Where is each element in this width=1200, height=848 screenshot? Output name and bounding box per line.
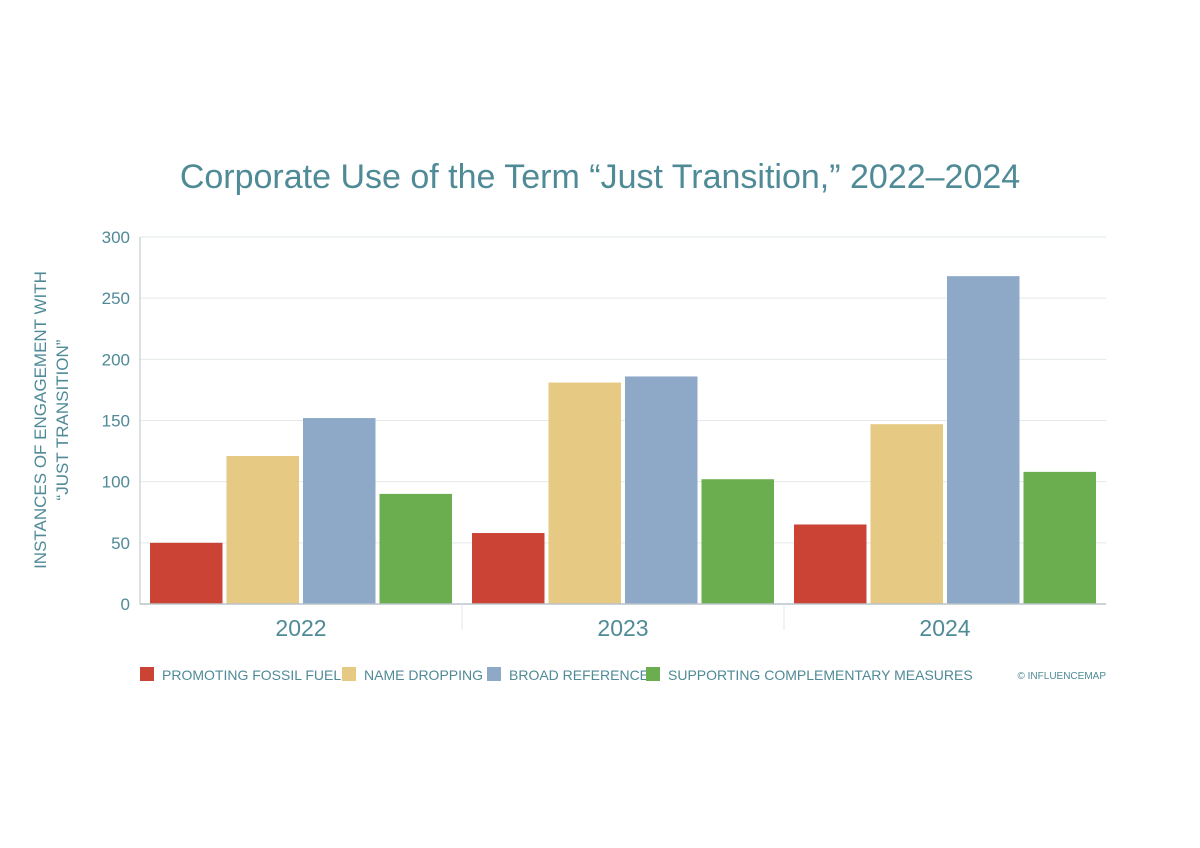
legend-swatch-broad-reference	[487, 667, 501, 681]
legend-swatch-name-dropping	[342, 667, 356, 681]
y-tick-label: 200	[102, 350, 130, 369]
y-axis-label-line-2: “JUST TRANSITION”	[53, 339, 72, 500]
legend-label-broad-reference: BROAD REFERENCE	[509, 667, 649, 683]
y-tick-label: 250	[102, 289, 130, 308]
y-tick-label: 100	[102, 473, 130, 492]
bar-promoting-fossil-fuels-2023	[472, 533, 545, 604]
legend-label-promoting-fossil-fuels: PROMOTING FOSSIL FUELS	[162, 667, 351, 683]
legend-label-supporting-complementary-measures: SUPPORTING COMPLEMENTARY MEASURES	[668, 667, 973, 683]
x-tick-label-2024: 2024	[919, 615, 970, 641]
y-tick-label: 300	[102, 228, 130, 247]
y-tick-label: 0	[121, 595, 130, 614]
chart-title: Corporate Use of the Term “Just Transiti…	[180, 158, 1020, 196]
y-tick-label: 150	[102, 412, 130, 431]
axes: 0 50 100 150 200 250 300 2022 2023 2024	[102, 228, 1106, 641]
bar-supporting-complementary-measures-2023	[701, 479, 774, 604]
bar-name-dropping-2023	[548, 382, 621, 604]
credit-text: © INFLUENCEMAP	[1018, 671, 1107, 682]
bar-name-dropping-2024	[870, 424, 943, 604]
x-tick-label-2022: 2022	[275, 615, 326, 641]
y-axis-label-line-1: INSTANCES OF ENGAGEMENT WITH	[31, 271, 50, 569]
legend-swatch-supporting-complementary-measures	[646, 667, 660, 681]
x-tick-label-2023: 2023	[597, 615, 648, 641]
legend: PROMOTING FOSSIL FUELS NAME DROPPING BROAD…	[140, 667, 973, 683]
bars	[150, 276, 1096, 604]
legend-swatch-promoting-fossil-fuels	[140, 667, 154, 681]
bar-promoting-fossil-fuels-2024	[794, 524, 867, 604]
bar-promoting-fossil-fuels-2022	[150, 542, 223, 604]
legend-label-name-dropping: NAME DROPPING	[364, 667, 483, 683]
bar-broad-reference-2024	[947, 276, 1020, 604]
bar-name-dropping-2022	[226, 455, 299, 604]
bar-supporting-complementary-measures-2022	[379, 493, 452, 604]
bar-broad-reference-2022	[303, 418, 376, 604]
bar-supporting-complementary-measures-2024	[1023, 471, 1096, 604]
bar-broad-reference-2023	[625, 376, 698, 604]
y-tick-label: 50	[111, 534, 130, 553]
gridlines	[140, 236, 1106, 544]
